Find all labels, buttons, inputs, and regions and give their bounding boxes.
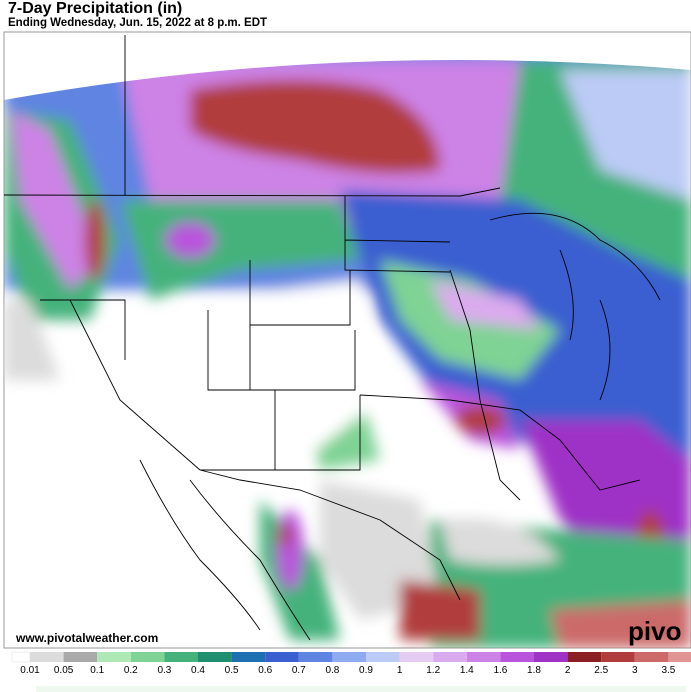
colorbar-label: 2.5 — [594, 665, 608, 676]
colorbar-swatch — [500, 652, 534, 662]
colorbar-label: 1.4 — [460, 665, 474, 676]
colorbar-label: 0.2 — [124, 665, 138, 676]
title: 7-Day Precipitation (in) — [8, 0, 183, 17]
colorbar-label: 1.8 — [527, 665, 541, 676]
colorbar-swatch — [433, 652, 467, 662]
colorbar-label: 3.5 — [661, 665, 675, 676]
colorbar-label: 0.5 — [225, 665, 239, 676]
precip-field — [4, 35, 691, 648]
colorbar-label: 1.2 — [426, 665, 440, 676]
colorbar-label: 0.9 — [359, 665, 373, 676]
logo: pivo — [628, 616, 681, 646]
colorbar-label: 0.4 — [191, 665, 205, 676]
colorbar-label: 0.1 — [90, 665, 104, 676]
footer-strip — [36, 686, 686, 692]
colorbar-label: 0.7 — [292, 665, 306, 676]
subtitle: Ending Wednesday, Jun. 15, 2022 at 8 p.m… — [8, 17, 268, 29]
colorbar-swatch — [332, 652, 366, 662]
colorbar-swatch — [298, 652, 333, 662]
colorbar-swatch — [265, 652, 299, 662]
colorbar-label: 1 — [397, 665, 403, 676]
colorbar-start — [11, 651, 31, 663]
colorbar-swatch — [231, 652, 266, 662]
colorbar-swatch — [567, 652, 602, 662]
colorbar-swatch — [466, 652, 501, 662]
colorbar-swatch — [63, 652, 98, 662]
watermark: www.pivotalweather.com — [15, 631, 158, 645]
colorbar-label: 2 — [565, 665, 571, 676]
colorbar-swatch — [130, 652, 165, 662]
colorbar-label: 0.05 — [54, 665, 74, 676]
colorbar-swatch — [634, 652, 669, 662]
colorbar-swatch — [97, 652, 131, 662]
colorbar-swatch — [164, 652, 198, 662]
colorbar-swatch — [668, 652, 691, 662]
colorbar-label: 0.8 — [325, 665, 339, 676]
colorbar-swatch — [30, 652, 64, 662]
colorbar-swatch — [601, 652, 635, 662]
colorbar-label: 0.01 — [20, 665, 40, 676]
colorbar-label: 3 — [632, 665, 638, 676]
colorbar-swatch — [534, 652, 568, 662]
colorbar-label: 0.3 — [157, 665, 171, 676]
colorbar-swatch — [399, 652, 434, 662]
colorbar-label: 0.6 — [258, 665, 272, 676]
colorbar-label: 1.6 — [493, 665, 507, 676]
colorbar-swatch — [198, 652, 232, 662]
borders — [4, 35, 661, 641]
colorbar: 0.01 0.05 0.1 0.2 0.3 0.4 0.5 0.6 0.7 0.8 0.9 1 1.2 1… — [11, 651, 691, 692]
colorbar-swatch — [366, 652, 400, 662]
